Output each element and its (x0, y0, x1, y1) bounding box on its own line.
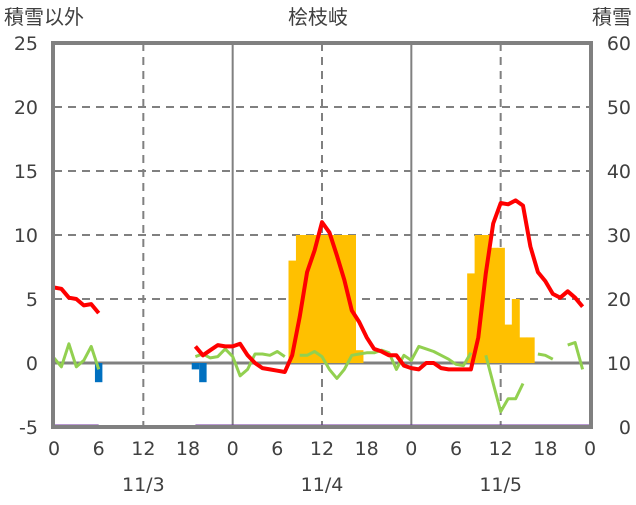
x-tick-label: 0 (405, 438, 417, 460)
red-line (53, 198, 585, 374)
left-tick-label: 5 (26, 289, 38, 311)
plot-border (51, 41, 593, 429)
yellow-bar (504, 324, 513, 363)
left-tick-label: 15 (14, 161, 38, 183)
x-tick-label: 6 (93, 438, 105, 460)
right-tick-label: 30 (607, 225, 631, 247)
yellow-bar (295, 235, 304, 363)
plot-frame (51, 41, 593, 429)
yellow-bar (489, 247, 498, 363)
left-tick-label: 10 (14, 225, 38, 247)
yellow-bar (496, 247, 505, 363)
x-tick-label: 6 (271, 438, 283, 460)
x-tick-label: 12 (489, 438, 513, 460)
yellow-bar (310, 235, 319, 363)
right-tick-label: 20 (607, 289, 631, 311)
x-tick-label: 18 (533, 438, 557, 460)
x-tick-label: 0 (227, 438, 239, 460)
yellow-bar (288, 260, 297, 363)
date-label: 11/3 (122, 474, 165, 496)
yellow-bar (318, 235, 327, 363)
yellow-bar (474, 235, 483, 363)
yellow-bar (325, 235, 334, 363)
x-tick-label: 12 (131, 438, 155, 460)
yellow-bar (340, 235, 349, 363)
blue-bar (191, 363, 200, 370)
date-label: 11/5 (479, 474, 522, 496)
x-tick-label: 12 (310, 438, 334, 460)
yellow-bar (526, 337, 535, 363)
yellow-bar (333, 235, 342, 363)
yellow-bar (355, 350, 364, 363)
right-tick-label: 40 (607, 161, 631, 183)
right-tick-label: 0 (619, 417, 631, 439)
chart-title: 桧枝岐 (288, 5, 348, 29)
blue-bar (94, 363, 103, 383)
left-tick-label: 25 (14, 33, 38, 55)
yellow-bar (511, 299, 520, 363)
yellow-bar (467, 273, 476, 363)
yellow-bar (303, 235, 312, 363)
right-tick-label: 50 (607, 97, 631, 119)
x-tick-label: 6 (450, 438, 462, 460)
left-tick-label: -5 (19, 417, 38, 439)
yellow-bar (348, 235, 356, 363)
bars (94, 235, 535, 383)
x-tick-label: 0 (584, 438, 596, 460)
blue-bar (199, 363, 207, 383)
left-tick-label: 0 (26, 353, 38, 375)
x-tick-label: 0 (48, 438, 60, 460)
left-tick-label: 20 (14, 97, 38, 119)
yellow-bar (519, 337, 528, 363)
x-tick-label: 18 (176, 438, 200, 460)
right-axis-label: 積雪 (592, 5, 632, 29)
x-tick-label: 18 (355, 438, 379, 460)
right-tick-label: 10 (607, 353, 631, 375)
left-axis-label: 積雪以外 (4, 5, 84, 29)
yellow-bar (482, 235, 490, 363)
date-label: 11/4 (301, 474, 344, 496)
right-tick-label: 60 (607, 33, 631, 55)
